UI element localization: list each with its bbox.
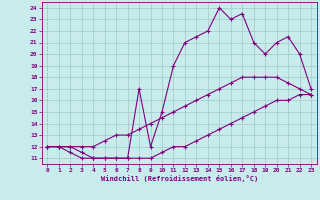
X-axis label: Windchill (Refroidissement éolien,°C): Windchill (Refroidissement éolien,°C) <box>100 175 258 182</box>
